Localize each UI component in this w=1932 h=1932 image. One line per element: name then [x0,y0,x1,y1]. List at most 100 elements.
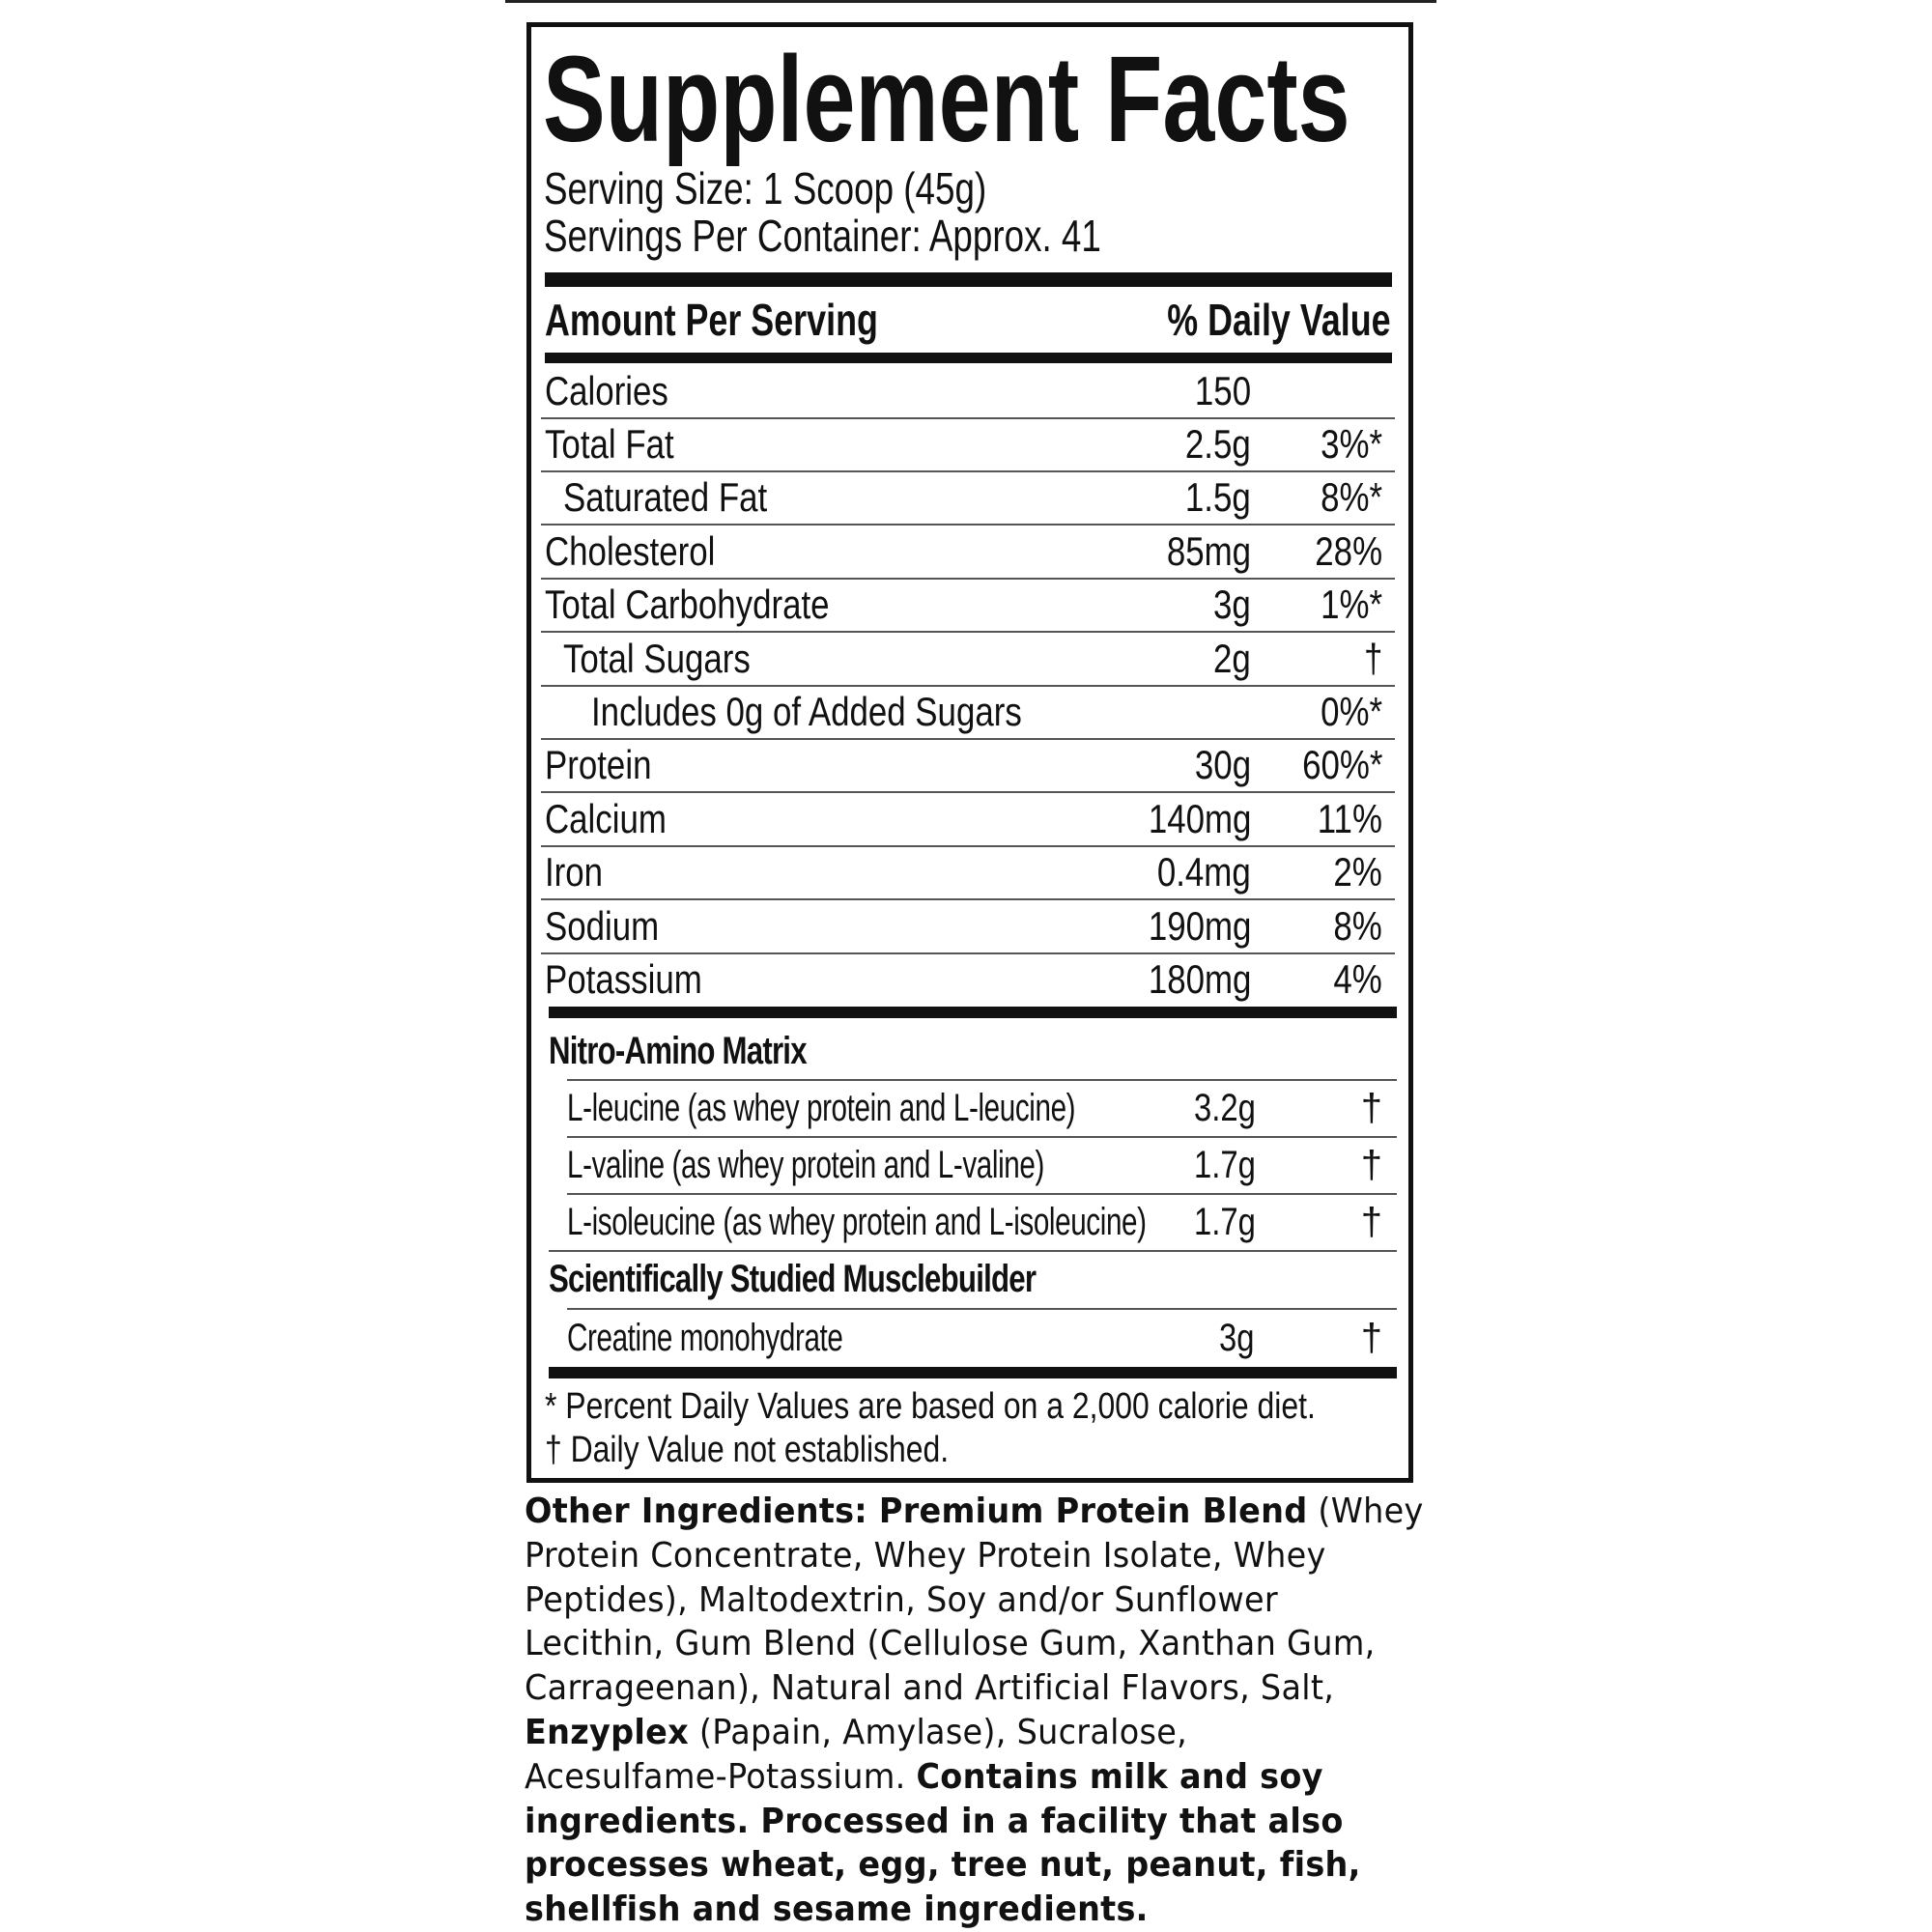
ingredients-line: Peptides), Maltodextrin, Soy and/or Sunf… [525,1578,1387,1623]
nutrient-name-text: Saturated Fat [563,474,768,520]
ingredient-amount-text: 3g [1219,1317,1255,1359]
other-ingredients: Other Ingredients: Premium Protein Blend… [525,1490,1452,1932]
nutrient-daily-value: 3%* [1308,417,1382,471]
row-divider [541,524,1395,526]
ingredient-daily-value: † [1361,1137,1382,1193]
ingredient-row: L-leucine (as whey protein and L-leucine… [0,1080,1932,1136]
nutrient-daily-value: 11% [1304,792,1382,846]
nutrient-name: Total Carbohydrate [545,578,888,632]
panel-title-text: Supplement Facts [543,31,1350,167]
nutrient-name: Includes 0g of Added Sugars [591,685,1110,739]
nutrient-name: Sodium [545,899,682,953]
nutrient-row: Total Carbohydrate 3g 1%* [0,578,1932,632]
row-divider [567,1079,1397,1081]
section-title-musclebuilder: Scientifically Studied Musclebuilder [549,1258,1173,1300]
ingredients-bold-text: Other Ingredients: Premium Protein Blend [525,1492,1308,1531]
row-divider [541,845,1395,847]
ingredient-name: L-isoleucine (as whey protein and L-isol… [567,1194,1350,1250]
row-divider [567,1136,1397,1138]
row-divider [567,1193,1397,1195]
amount-per-serving-header: Amount Per Serving [545,298,972,342]
nutrient-amount: 30g [1183,738,1251,792]
nutrient-daily-value: 4% [1323,952,1382,1007]
thick-divider [549,1367,1397,1378]
serving-size: Serving Size: 1 Scoop (45g) [544,164,1097,213]
row-divider [541,791,1395,793]
nutrient-daily-value-text: 4% [1333,956,1382,1002]
ingredient-name: L-leucine (as whey protein and L-leucine… [567,1080,1254,1136]
nutrient-row: Saturated Fat 1.5g 8%* [0,470,1932,525]
supplement-facts-panel [526,22,1413,1483]
nutrient-amount-text: 180mg [1148,956,1251,1002]
row-divider [541,898,1395,900]
ingredient-amount-text: 1.7g [1194,1144,1256,1186]
ingredients-line: ingredients. Processed in a facility tha… [525,1800,1387,1844]
nutrient-row: Potassium 180mg 4% [0,952,1932,1007]
nutrient-daily-value-text: † [1363,636,1382,681]
nutrient-row: Calcium 140mg 11% [0,792,1932,846]
ingredients-text: Acesulfame-Potassium. [525,1756,917,1797]
row-divider [549,1250,1397,1252]
ingredient-name-text: L-leucine (as whey protein and L-leucine… [567,1087,1076,1129]
nutrient-daily-value-text: 2% [1333,849,1382,895]
ingredients-line: Other Ingredients: Premium Protein Blend… [525,1490,1423,1534]
nutrient-name: Total Sugars [563,632,788,686]
row-divider [541,631,1395,633]
ingredient-row: L-valine (as whey protein and L-valine) 1… [0,1137,1932,1193]
ingredients-bold-text: Enzyplex [525,1712,690,1752]
nutrient-name-text: Calories [545,368,668,413]
nutrient-row: Protein 30g 60%* [0,738,1932,792]
ingredients-text: Lecithin, Gum Blend (Cellulose Gum, Xant… [525,1624,1376,1664]
ingredient-daily-value-text: † [1360,1087,1382,1129]
ingredient-daily-value: † [1361,1194,1382,1250]
row-divider [567,1308,1397,1310]
nutrient-amount: 2.5g [1172,417,1251,471]
nutrient-daily-value: † [1360,632,1382,686]
ingredients-line: Acesulfame-Potassium. Contains milk and … [525,1755,1387,1800]
ingredients-text: (Whey [1307,1492,1424,1531]
nutrient-name: Iron [545,845,614,899]
nutrient-row: Total Fat 2.5g 3%* [0,417,1932,471]
serving-size-text: Serving Size: 1 Scoop (45g) [544,163,987,213]
nutrient-row: Iron 0.4mg 2% [0,845,1932,899]
nutrient-name-text: Iron [545,849,604,895]
nutrient-daily-value: 8% [1323,899,1382,953]
nutrient-name-text: Sodium [545,903,660,949]
nutrient-name-text: Total Sugars [563,636,751,681]
nutrient-amount-text: 30g [1194,742,1251,787]
nutrient-amount: 0.4mg [1138,845,1251,899]
nutrient-row: Sodium 190mg 8% [0,899,1932,953]
ingredients-text: Carrageenan), Natural and Artificial Fla… [525,1668,1335,1709]
section-title-nitro-amino-matrix: Nitro-Amino Matrix [549,1030,879,1072]
section-title-text: Scientifically Studied Musclebuilder [549,1258,1037,1300]
nutrient-name: Total Fat [545,417,700,471]
nutrient-daily-value: 2% [1323,845,1382,899]
medium-divider [545,353,1392,363]
ingredient-name: Creatine monohydrate [567,1310,940,1366]
servings-per-container: Servings Per Container: Approx. 41 [544,212,1240,260]
footnote-daily-values: * Percent Daily Values are based on a 2,… [545,1385,1463,1428]
section-title-text: Nitro-Amino Matrix [549,1030,808,1072]
ingredients-text: Protein Concentrate, Whey Protein Isolat… [525,1535,1326,1576]
nutrient-name: Saturated Fat [563,470,809,525]
ingredients-text: Peptides), Maltodextrin, Soy and/or Sunf… [525,1579,1278,1620]
ingredients-bold-text: Contains milk and soy [916,1756,1323,1797]
ingredient-name-text: Creatine monohydrate [567,1317,843,1359]
nutrient-amount-text: 0.4mg [1157,849,1251,895]
nutrient-amount-text: 190mg [1148,903,1251,949]
ingredients-line: Lecithin, Gum Blend (Cellulose Gum, Xant… [525,1622,1387,1666]
ingredient-name-text: L-isoleucine (as whey protein and L-isol… [567,1201,1147,1243]
footnote-text: * Percent Daily Values are based on a 2,… [545,1386,1316,1427]
nutrient-daily-value-text: 3%* [1321,421,1382,467]
nutrient-daily-value-text: 60%* [1301,742,1382,787]
footnote-text: † Daily Value not established. [545,1430,950,1470]
nutrient-amount-text: 140mg [1148,796,1251,841]
ingredient-amount: 3.2g [1194,1080,1269,1136]
nutrient-name: Protein [545,738,673,792]
daily-value-text: % Daily Value [1167,295,1391,345]
nutrient-amount-text: 3g [1213,582,1251,627]
ingredients-text: (Papain, Amylase), Sucralose, [689,1712,1188,1752]
ingredients-bold-text: shellfish and sesame ingredients. [525,1889,1149,1930]
ingredient-daily-value-text: † [1360,1144,1382,1186]
nutrient-row: Includes 0g of Added Sugars 0%* [0,685,1932,739]
